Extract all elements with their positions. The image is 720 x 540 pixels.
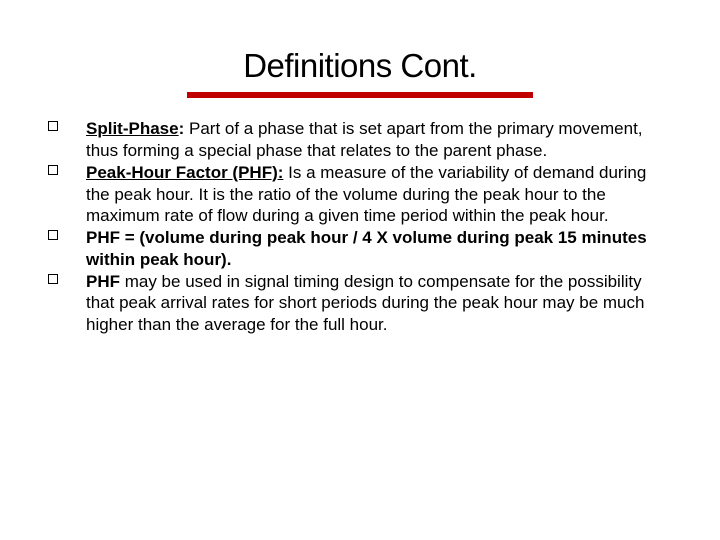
bullet-icon bbox=[48, 162, 86, 175]
body: may be used in signal timing design to c… bbox=[86, 272, 644, 335]
list-item: Split-Phase: Part of a phase that is set… bbox=[48, 118, 672, 162]
list-item: PHF = (volume during peak hour / 4 X vol… bbox=[48, 227, 672, 271]
slide: Definitions Cont. Split-Phase: Part of a… bbox=[0, 0, 720, 540]
bullet-text: PHF may be used in signal timing design … bbox=[86, 271, 672, 336]
bullet-text: Peak-Hour Factor (PHF): Is a measure of … bbox=[86, 162, 672, 227]
bullet-icon bbox=[48, 271, 86, 284]
title-block: Definitions Cont. bbox=[0, 0, 720, 98]
term: PHF bbox=[86, 272, 120, 291]
content-area: Split-Phase: Part of a phase that is set… bbox=[0, 98, 720, 336]
bullet-text: PHF = (volume during peak hour / 4 X vol… bbox=[86, 227, 672, 271]
body: PHF = (volume during peak hour / 4 X vol… bbox=[86, 228, 647, 269]
term: Peak-Hour Factor (PHF): bbox=[86, 163, 283, 182]
list-item: Peak-Hour Factor (PHF): Is a measure of … bbox=[48, 162, 672, 227]
slide-title: Definitions Cont. bbox=[0, 48, 720, 84]
term: Split-Phase bbox=[86, 119, 179, 138]
bullet-icon bbox=[48, 227, 86, 240]
bullet-icon bbox=[48, 118, 86, 131]
bullet-text: Split-Phase: Part of a phase that is set… bbox=[86, 118, 672, 162]
list-item: PHF may be used in signal timing design … bbox=[48, 271, 672, 336]
